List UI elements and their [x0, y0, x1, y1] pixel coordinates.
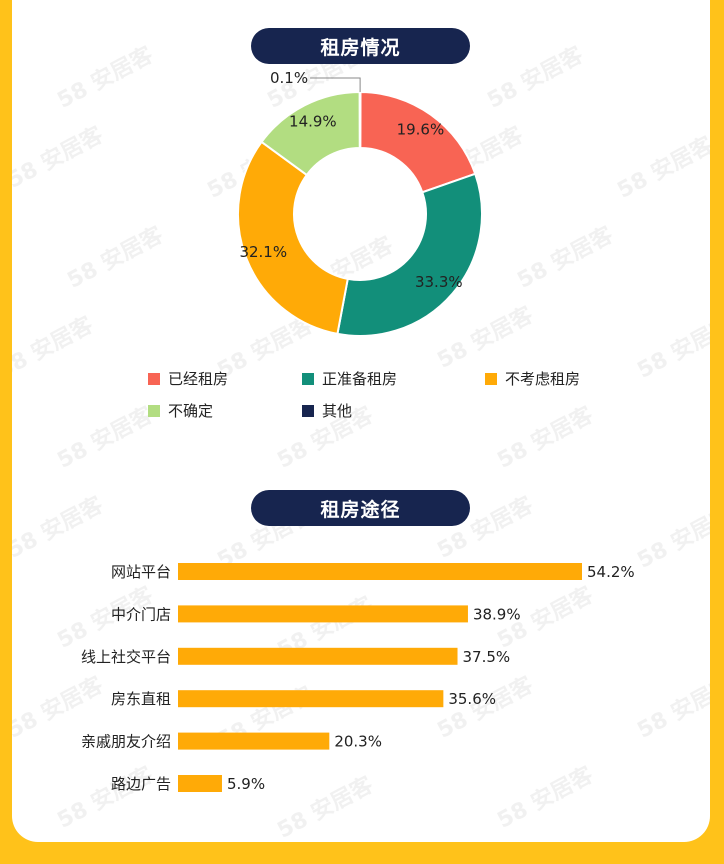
charts-canvas: 19.6% 33.3% 32.1% 14.9% 0.1% 网站平台 54.2% 中介门店 38.… — [81, 69, 635, 793]
bar-category-label: 线上社交平台 — [81, 648, 171, 666]
donut-slice-label: 33.3% — [415, 273, 463, 291]
legend-label: 不确定 — [168, 402, 214, 420]
legend-item: 不确定 — [148, 400, 213, 421]
bar-6 — [178, 775, 222, 792]
bar-category-label: 房东直租 — [111, 690, 171, 708]
donut-slice-2 — [336, 172, 483, 337]
legend-swatch — [302, 372, 314, 385]
section-title-rent-channels: 租房途径 — [251, 490, 470, 526]
bar-value-label: 20.3% — [334, 733, 382, 751]
legend-swatch — [302, 404, 314, 417]
donut-leader-line — [310, 77, 361, 93]
bar-category-label: 网站平台 — [111, 563, 171, 581]
legend-swatch — [485, 372, 497, 385]
donut-slice-5 — [358, 91, 362, 150]
donut-slice-label: 0.1% — [270, 69, 308, 87]
legend-swatch — [148, 404, 160, 417]
bar-3 — [178, 647, 458, 665]
legend-item: 不考虑租房 — [485, 368, 580, 389]
bar-value-label: 5.9% — [227, 775, 265, 793]
legend-label: 不考虑租房 — [505, 370, 581, 388]
bar-category-label: 亲戚朋友介绍 — [81, 733, 171, 751]
legend-item: 正准备租房 — [302, 368, 397, 389]
section-title-rent-status: 租房情况 — [251, 28, 470, 64]
bar-category-label: 中介门店 — [111, 605, 171, 623]
bar-5 — [178, 732, 330, 750]
donut-slice-label: 32.1% — [239, 243, 287, 261]
bar-1 — [178, 563, 582, 580]
donut-slice-3 — [237, 140, 349, 336]
legend-label: 其他 — [322, 402, 353, 420]
bar-2 — [178, 605, 468, 623]
legend-item: 已经租房 — [148, 368, 228, 389]
bar-4 — [178, 690, 444, 708]
legend-label: 已经租房 — [168, 370, 229, 388]
legend-label: 正准备租房 — [322, 370, 398, 388]
donut-slice-label: 19.6% — [397, 120, 445, 138]
bar-category-label: 路边广告 — [111, 775, 171, 793]
bar-value-label: 54.2% — [587, 563, 635, 581]
donut-slice-1 — [359, 90, 477, 194]
bar-value-label: 38.9% — [473, 605, 521, 623]
bar-value-label: 35.6% — [448, 690, 496, 708]
bar-value-label: 37.5% — [463, 648, 511, 666]
donut-slice-label: 14.9% — [289, 112, 337, 130]
legend-item: 其他 — [302, 400, 352, 421]
legend-swatch — [148, 372, 160, 385]
